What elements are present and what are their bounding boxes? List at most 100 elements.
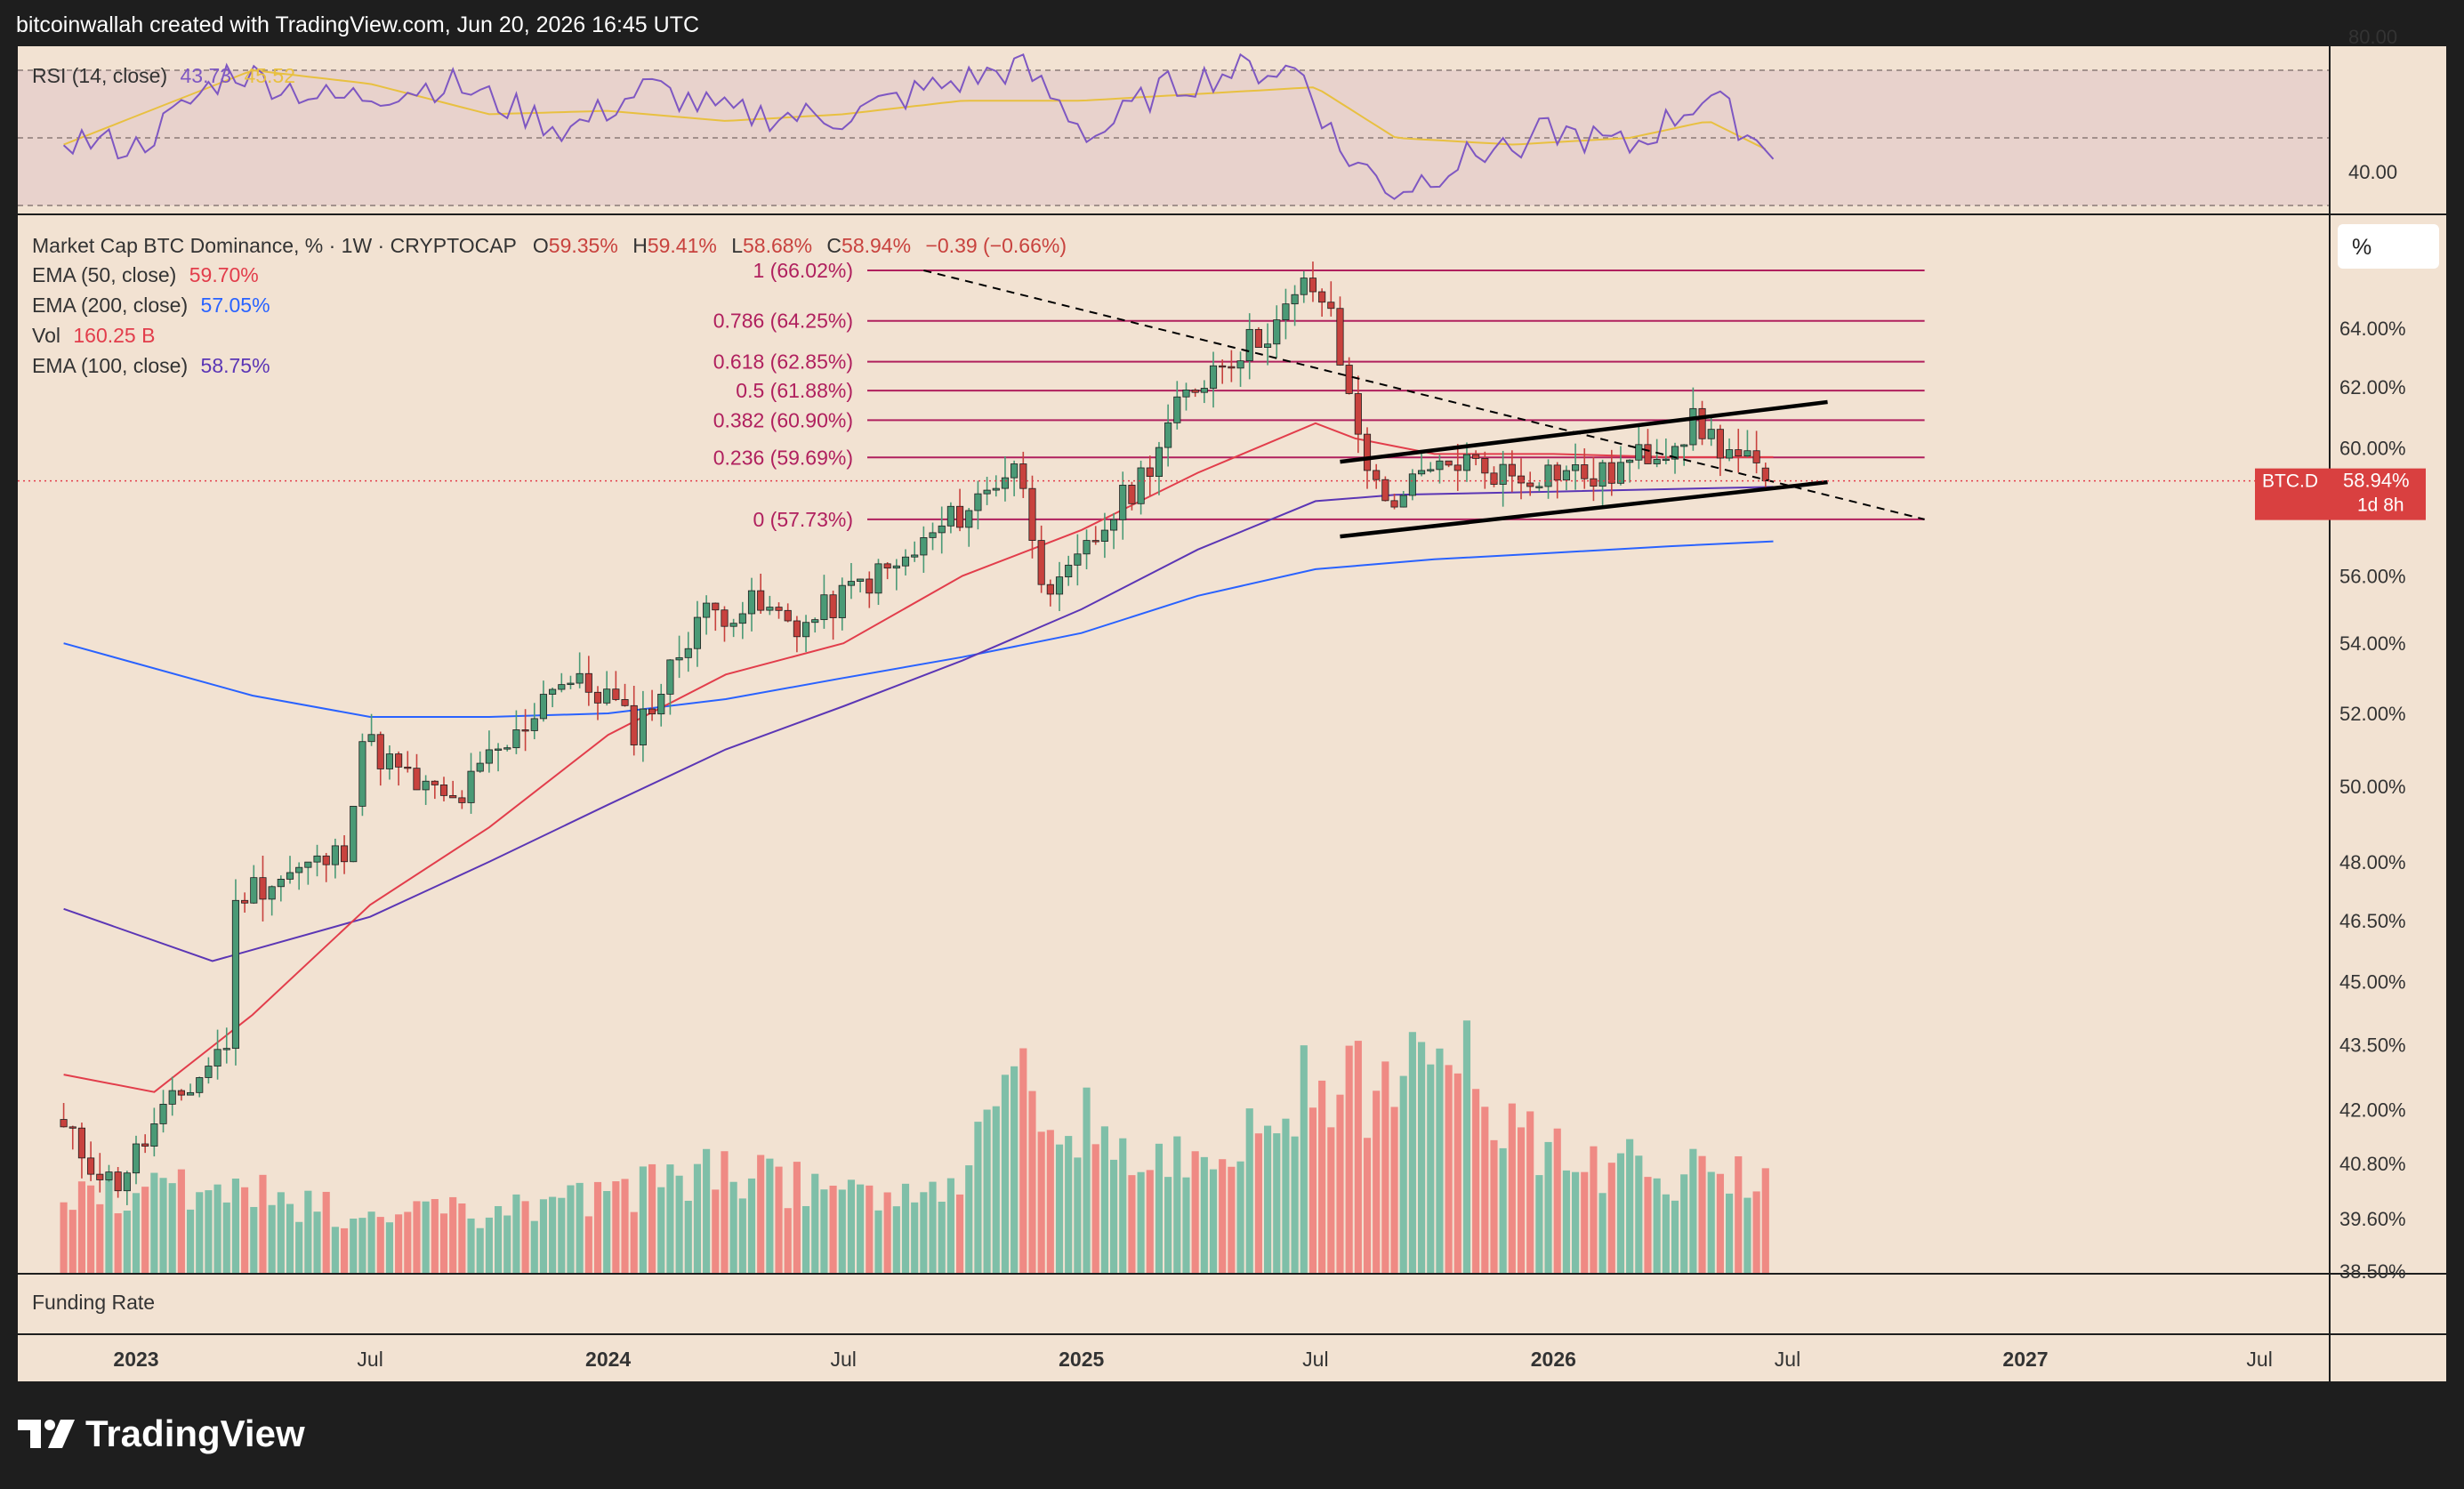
volume-bar — [1743, 1197, 1751, 1273]
fib-label: 0.5 (61.88%) — [736, 379, 853, 402]
ema200-label: EMA (200, close) — [32, 294, 188, 317]
volume-bar — [241, 1187, 249, 1273]
volume-bar — [1535, 1175, 1543, 1273]
candle-body — [1236, 360, 1244, 369]
candle-body — [1037, 540, 1045, 585]
fib-label: 0.618 (62.85%) — [713, 350, 853, 374]
volume-bar — [1191, 1151, 1199, 1273]
rsi-line — [62, 52, 1775, 200]
candle-body — [1019, 463, 1027, 489]
volume-bar — [1228, 1166, 1236, 1273]
volume-bar — [1508, 1103, 1516, 1273]
rsi-axis-label: 40.00 — [2348, 161, 2397, 183]
candle-body — [938, 525, 946, 534]
price-axis-label: 64.00% — [2339, 318, 2406, 340]
volume-bar — [1526, 1111, 1534, 1273]
volume-bar — [1155, 1143, 1164, 1273]
trendlines[interactable] — [923, 270, 1925, 539]
candle-body — [983, 489, 991, 495]
rsi-label: RSI (14, close) — [32, 64, 167, 87]
candle-body — [1055, 576, 1064, 595]
volume-bar — [738, 1198, 746, 1273]
volume-bar — [485, 1217, 493, 1273]
ohlc-open-label: O — [533, 234, 549, 257]
candle-body — [703, 602, 711, 618]
ohlc-low: 58.68% — [743, 234, 812, 257]
volume-bar — [1011, 1066, 1019, 1273]
ohlc-high-label: H — [632, 234, 648, 257]
volume-bar — [775, 1166, 783, 1273]
volume-bar — [196, 1192, 204, 1273]
candle-body — [784, 609, 792, 622]
volume-bar — [1390, 1107, 1398, 1273]
ema200-value: 57.05% — [201, 294, 270, 317]
price-axis-label: 42.00% — [2339, 1099, 2406, 1121]
volume-bar — [1598, 1193, 1606, 1273]
candle-body — [1716, 429, 1724, 459]
tradingview-logo[interactable]: TradingView — [18, 1413, 305, 1455]
volume-bar — [866, 1185, 874, 1273]
candle-body — [521, 729, 529, 732]
ema50-line — [63, 422, 1774, 1093]
candle-body — [811, 619, 819, 624]
volume-bar — [1128, 1175, 1136, 1273]
volume-bar — [222, 1202, 230, 1273]
volume-bar — [1418, 1042, 1426, 1273]
candle-body — [286, 872, 294, 880]
candle-body — [123, 1172, 131, 1192]
price-axis-label: 46.50% — [2339, 910, 2406, 932]
candle-body — [539, 694, 548, 720]
volume-bars — [60, 1020, 1769, 1273]
volume-bar — [1635, 1155, 1643, 1273]
volume-bar — [1653, 1178, 1661, 1273]
volume-bar — [340, 1227, 349, 1273]
ema50-value: 59.70% — [189, 263, 259, 286]
volume-bar — [530, 1220, 538, 1273]
candle-body — [1735, 449, 1743, 457]
volume-bar — [603, 1191, 611, 1273]
volume-bar — [77, 1181, 86, 1273]
candle-body — [439, 785, 448, 796]
candle-body — [60, 1119, 68, 1128]
candle-body — [404, 766, 412, 769]
volume-bar — [467, 1218, 475, 1273]
volume-bar — [1219, 1159, 1227, 1273]
volume-bar — [1308, 1107, 1317, 1273]
candle-body — [1354, 393, 1362, 435]
scale-mode-label[interactable]: % — [2352, 235, 2371, 260]
volume-bar — [1200, 1156, 1208, 1273]
candle-body — [992, 487, 1000, 491]
candle-body — [1308, 278, 1317, 293]
scale-mode-button[interactable] — [2338, 224, 2439, 269]
candle-body — [838, 584, 846, 618]
candle-body — [250, 877, 258, 904]
candle-body — [205, 1066, 213, 1078]
candle-body — [1345, 365, 1353, 394]
candle-body — [1100, 529, 1108, 542]
candle-body — [422, 780, 430, 791]
candle-body — [584, 672, 592, 693]
candle-body — [213, 1049, 221, 1066]
volume-bar — [1354, 1041, 1362, 1273]
candle-body — [485, 749, 493, 764]
candles — [60, 262, 1769, 1205]
candle-body — [847, 581, 856, 586]
candle-body — [757, 590, 765, 611]
ema100-value: 58.75% — [201, 354, 270, 377]
candle-body — [1689, 407, 1697, 446]
candle-body — [1698, 407, 1706, 439]
candle-body — [1065, 564, 1073, 578]
ohlc-high: 59.41% — [648, 234, 717, 257]
candle-body — [530, 718, 538, 731]
candle-body — [1436, 460, 1444, 471]
ema50-legend: EMA (50, close) 59.70% — [32, 263, 259, 286]
candle-body — [1091, 540, 1099, 543]
volume-bar — [431, 1199, 439, 1273]
volume-bar — [68, 1210, 76, 1273]
volume-bar — [1572, 1171, 1580, 1273]
time-axis-label: 2026 — [1531, 1348, 1576, 1371]
candle-body — [313, 855, 321, 863]
candle-body — [1046, 584, 1054, 595]
rsi-axis-label: 80.00 — [2348, 26, 2397, 48]
